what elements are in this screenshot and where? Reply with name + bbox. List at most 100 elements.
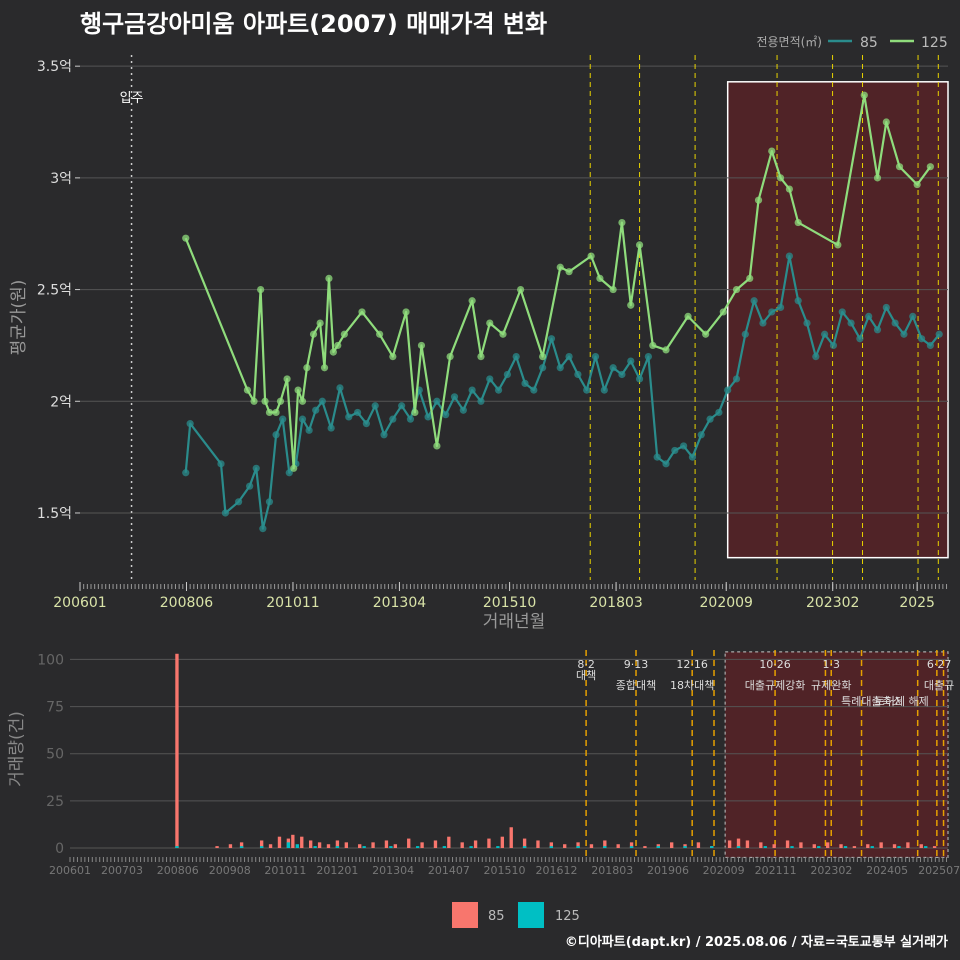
bar-85: [509, 827, 513, 848]
x-tick-label-bottom: 202405: [866, 864, 908, 877]
legend-label-bottom-85: 85: [488, 909, 505, 924]
bar-85: [549, 842, 554, 848]
y-tick-label: 3.5억: [37, 59, 72, 75]
bar-85: [759, 842, 763, 848]
bar-85: [745, 840, 750, 848]
bar-85: [291, 834, 295, 848]
bar-85: [420, 842, 424, 848]
bar-125: [286, 842, 291, 848]
x-tick-label-bottom: 201906: [647, 864, 689, 877]
x-tick-label-bottom: 202302: [810, 864, 852, 877]
bar-125: [629, 846, 634, 848]
bar-85: [932, 846, 937, 848]
x-tick-label: 201803: [589, 595, 642, 611]
legend-label-125: 125: [921, 35, 948, 51]
bar-85: [358, 844, 362, 848]
highlight-box-bottom: [724, 651, 949, 859]
bar-85: [215, 846, 219, 848]
bar-85: [326, 844, 331, 848]
x-tick-label: 201304: [373, 595, 427, 611]
bar-85: [268, 844, 273, 848]
bar-85: [852, 846, 857, 848]
bar-125: [442, 846, 447, 848]
bar-85: [407, 838, 411, 848]
policy-text-label: 대출규제강화: [745, 679, 806, 692]
bar-85: [736, 838, 741, 848]
bar-85: [228, 844, 233, 848]
chart-title: 행구금강아미움 아파트(2007) 매매가격 변화: [80, 10, 548, 38]
bar-125: [239, 846, 244, 848]
legend-swatch-85: [452, 902, 478, 928]
bar-85: [727, 840, 732, 848]
bar-85: [839, 844, 843, 848]
policy-date-label: 6·27: [927, 658, 952, 671]
x-tick-label-bottom: 202111: [755, 864, 797, 877]
bar-85: [879, 842, 883, 848]
bar-85: [892, 844, 897, 848]
policy-text-label: 대책: [576, 669, 596, 682]
policy-text-label: 토허제 해제: [875, 694, 929, 708]
bar-125: [656, 846, 660, 848]
bar-85: [643, 846, 647, 848]
y-tick-label-bottom: 75: [46, 700, 64, 716]
move-in-label: 입주: [120, 91, 144, 106]
y-axis-label: 평균가(원): [9, 280, 29, 356]
bar-85: [239, 842, 244, 848]
bar-85: [447, 836, 451, 848]
bar-125: [790, 846, 794, 848]
bar-125: [295, 844, 299, 848]
bar-85: [866, 844, 870, 848]
bar-125: [313, 846, 317, 848]
y-tick-label-bottom: 100: [37, 652, 64, 668]
x-tick-label-bottom: 201201: [316, 864, 358, 877]
x-tick-label: 200601: [53, 595, 106, 611]
bar-85: [629, 842, 634, 848]
bar-125: [576, 846, 580, 848]
y-tick-label: 2억: [50, 394, 72, 410]
bar-125: [683, 846, 687, 848]
bar-125: [335, 846, 340, 848]
bar-85: [603, 840, 607, 848]
policy-date-label: 12·16: [676, 658, 708, 671]
bar-85: [906, 842, 910, 848]
policy-date-label: 1·3: [822, 658, 840, 671]
bar-125: [603, 846, 607, 848]
policy-text-label: 규제완화: [811, 679, 851, 692]
bar-85: [344, 842, 348, 848]
bar-85: [825, 842, 830, 848]
bar-85: [563, 844, 567, 848]
x-tick-label: 201510: [483, 595, 536, 611]
legend-label-bottom-125: 125: [555, 909, 580, 924]
bar-85: [317, 842, 322, 848]
bar-85: [536, 840, 540, 848]
bar-85: [175, 653, 179, 848]
x-tick-label-bottom: 200703: [101, 864, 143, 877]
bar-85: [277, 836, 282, 848]
y-tick-label: 1.5억: [37, 506, 72, 522]
policy-date-label: 10·26: [759, 658, 791, 671]
x-tick-label-bottom: 200601: [49, 864, 91, 877]
x-tick-label: 201011: [266, 595, 319, 611]
bar-85: [670, 842, 674, 848]
series-line-85: [184, 255, 941, 530]
bar-125: [843, 846, 848, 848]
y-tick-label-bottom: 50: [46, 747, 64, 763]
policy-date-label: 8·2: [577, 658, 595, 671]
bar-125: [362, 846, 366, 848]
bar-85: [812, 844, 816, 848]
legend-title: 전용면적(㎡): [756, 35, 822, 49]
x-tick-label-bottom: 201803: [591, 864, 633, 877]
x-tick-label-bottom: 201011: [264, 864, 306, 877]
bar-125: [897, 846, 901, 848]
series-line-125: [184, 94, 932, 470]
y-tick-label-bottom: 25: [46, 794, 64, 810]
legend-swatch-125: [518, 902, 544, 928]
policy-text-label: 대출규: [924, 679, 954, 692]
x-tick-label: 202009: [700, 595, 753, 611]
bar-125: [870, 846, 874, 848]
x-tick-label: 2025: [899, 595, 935, 611]
bar-125: [175, 846, 179, 848]
policy-text-label: 종합대책: [616, 679, 656, 692]
